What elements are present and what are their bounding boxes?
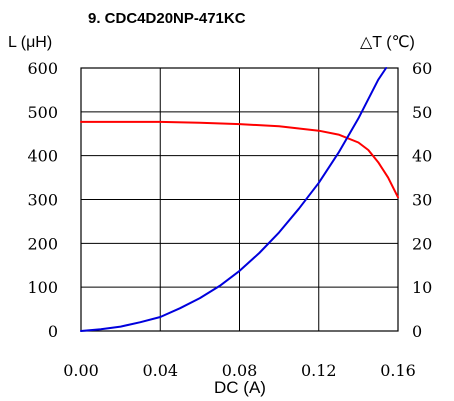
series-layer: [80, 67, 399, 332]
plot-frame: [80, 67, 399, 332]
y-right-tick-label: 10: [412, 278, 432, 297]
y-left-tick-label: 0: [48, 322, 58, 341]
y-left-tick-label: 100: [27, 278, 58, 297]
x-tick-label: 0.00: [63, 361, 99, 380]
y-left-tick-label: 400: [27, 147, 58, 166]
y-left-tick-label: 200: [27, 234, 58, 253]
chart-title: 9. CDC4D20NP-471KC: [88, 10, 246, 27]
y-left-tick-label: 300: [27, 191, 58, 210]
x-tick-label: 0.12: [301, 361, 337, 380]
y-right-tick-label: 30: [412, 191, 432, 210]
x-tick-label: 0.16: [380, 361, 416, 380]
x-axis-label: DC (A): [214, 378, 266, 397]
x-tick-label: 0.08: [222, 361, 258, 380]
temperature-rise-line: [80, 67, 388, 332]
y-right-tick-label: 50: [412, 103, 432, 122]
y-left-tick-label: 600: [27, 59, 58, 78]
grid: [81, 68, 398, 331]
y-right-tick-label: 20: [412, 234, 432, 253]
tick-labels: 0.00 0.04 0.08 0.12 0.16 0 100 200 300 400 500 600 0…: [27, 59, 432, 380]
y-axis-right-label: △T (℃): [360, 34, 415, 51]
x-tick-label: 0.04: [142, 361, 178, 380]
y-left-tick-label: 500: [27, 103, 58, 122]
y-right-tick-label: 0: [412, 322, 422, 341]
inductance-line: [80, 120, 399, 199]
y-right-tick-label: 40: [412, 147, 432, 166]
y-right-tick-label: 60: [412, 59, 432, 78]
y-axis-left-label: L (μH): [8, 34, 52, 51]
